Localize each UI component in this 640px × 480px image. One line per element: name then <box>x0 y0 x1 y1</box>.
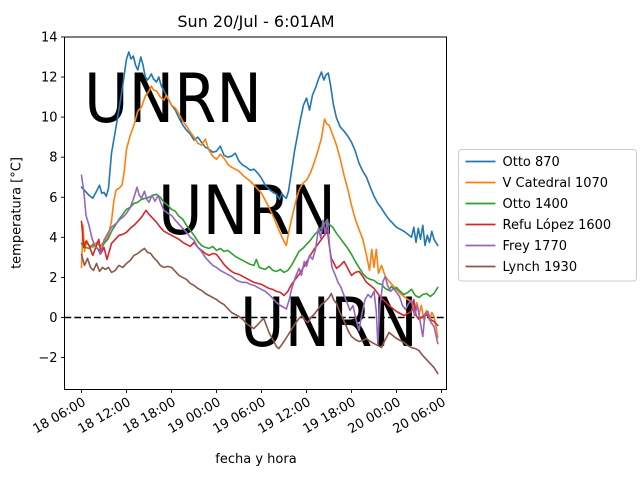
legend-label-frey-1770: Frey 1770 <box>503 239 568 254</box>
watermark-text: UNRN <box>158 172 336 251</box>
series-line-frey-1770 <box>80 174 439 345</box>
legend-box <box>458 149 637 282</box>
series-line-otto-1400 <box>80 193 439 299</box>
series-line-lynch-1930 <box>80 247 439 375</box>
y-tick-label: 8 <box>49 151 57 166</box>
y-tick-label: 14 <box>41 30 58 45</box>
y-tick-label: 0 <box>49 311 57 326</box>
watermark-text: UNRN <box>84 60 262 139</box>
x-axis-label: fecha y hora <box>215 452 297 467</box>
y-tick-label: 6 <box>49 191 57 206</box>
series-line-v-catedral-1070 <box>80 85 439 339</box>
legend-label-otto-1400: Otto 1400 <box>503 197 569 212</box>
legend-label-v-catedral-1070: V Catedral 1070 <box>503 176 609 191</box>
legend-label-lynch-1930: Lynch 1930 <box>503 260 578 275</box>
y-tick-label: −2 <box>38 351 57 366</box>
legend-label-refu-lopez-1600: Refu López 1600 <box>503 218 612 233</box>
series-line-refu-lopez-1600 <box>80 209 439 327</box>
y-axis-label: temperatura [°C] <box>9 157 25 269</box>
legend-label-otto-870: Otto 870 <box>503 155 560 170</box>
y-tick-label: 2 <box>49 271 57 286</box>
y-tick-label: 10 <box>41 111 58 126</box>
y-tick-label: 12 <box>41 71 58 86</box>
plot-frame <box>64 36 447 390</box>
y-tick-label: 4 <box>49 231 57 246</box>
chart-title: Sun 20/Jul - 6:01AM <box>177 12 335 31</box>
series-line-otto-870 <box>80 51 439 247</box>
watermark-text: UNRN <box>240 284 418 363</box>
